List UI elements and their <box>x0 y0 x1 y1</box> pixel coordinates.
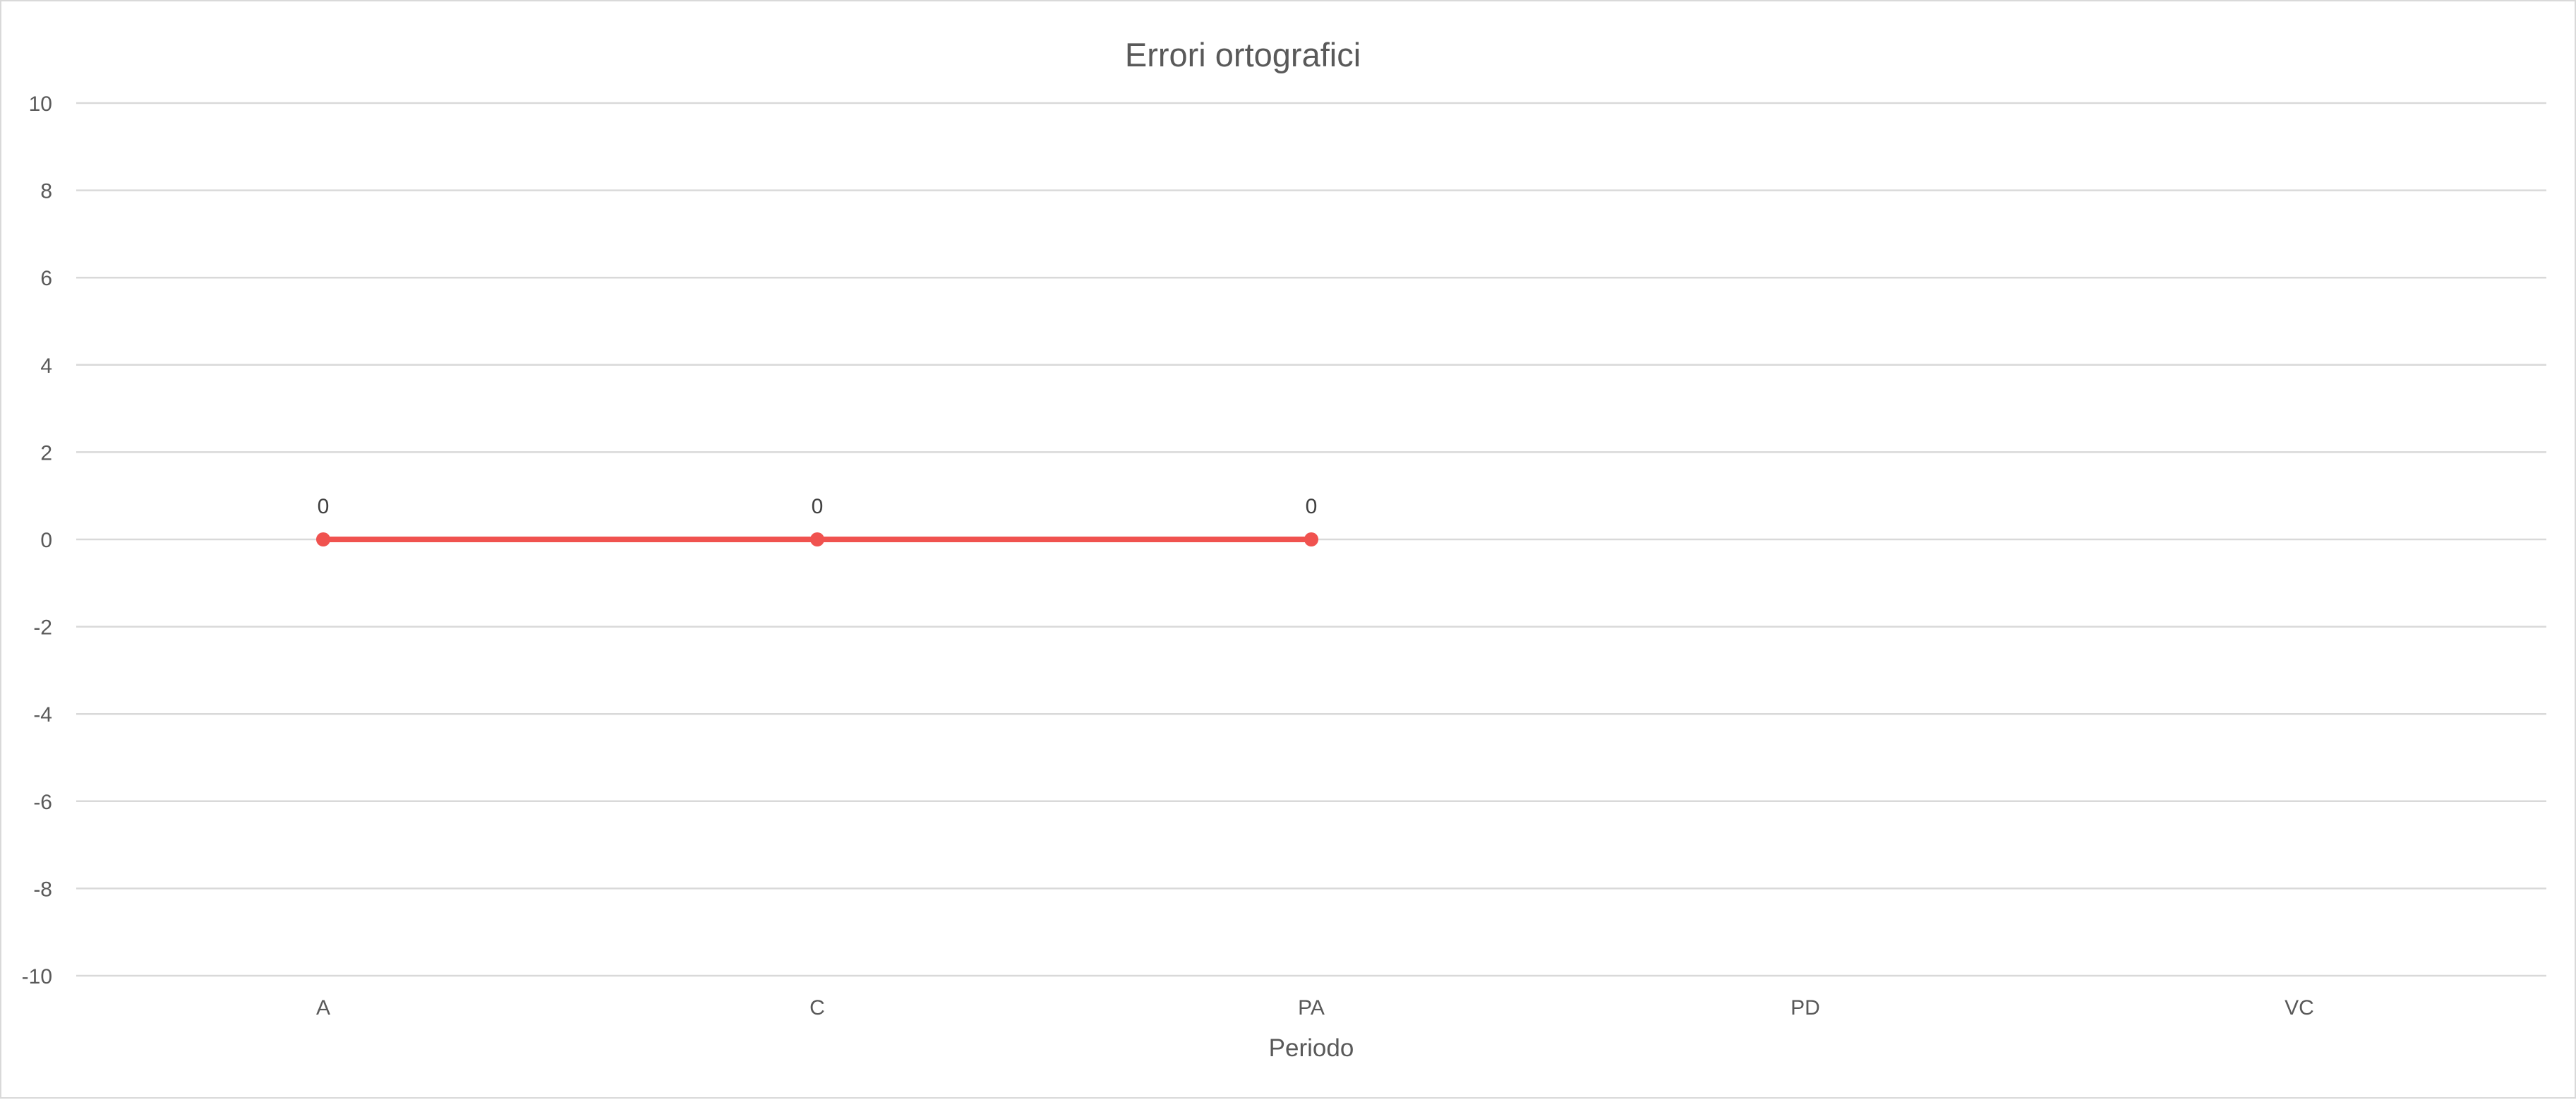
data-label: 0 <box>1306 495 1318 518</box>
y-tick-label: -10 <box>22 965 52 988</box>
data-label: 0 <box>318 495 330 518</box>
x-axis-tick-labels: A C PA PD VC <box>316 996 2314 1020</box>
x-axis-title: Periodo <box>1269 1034 1354 1062</box>
y-tick-label: 2 <box>40 441 52 465</box>
y-tick-label: -8 <box>33 878 52 901</box>
x-tick-label: A <box>316 996 330 1020</box>
y-tick-label: 10 <box>29 92 52 116</box>
x-tick-label: VC <box>2285 996 2314 1020</box>
series-line <box>316 532 1318 546</box>
y-tick-label: -4 <box>33 703 52 727</box>
data-labels: 0 0 0 <box>318 495 1318 518</box>
data-point-marker <box>1304 532 1318 546</box>
y-tick-label: 8 <box>40 180 52 203</box>
data-label: 0 <box>812 495 824 518</box>
y-axis-tick-labels: 10 8 6 4 2 0 -2 -4 -6 -8 -10 <box>22 92 52 988</box>
y-tick-label: 0 <box>40 529 52 552</box>
y-tick-label: 6 <box>40 267 52 290</box>
x-tick-label: C <box>809 996 825 1020</box>
x-tick-label: PD <box>1790 996 1820 1020</box>
data-point-marker <box>316 532 330 546</box>
x-tick-label: PA <box>1298 996 1325 1020</box>
y-tick-label: -2 <box>33 616 52 640</box>
y-tick-label: -6 <box>33 791 52 814</box>
data-point-marker <box>810 532 824 546</box>
y-tick-label: 4 <box>40 354 52 378</box>
chart-title: Errori ortografici <box>1125 36 1361 73</box>
